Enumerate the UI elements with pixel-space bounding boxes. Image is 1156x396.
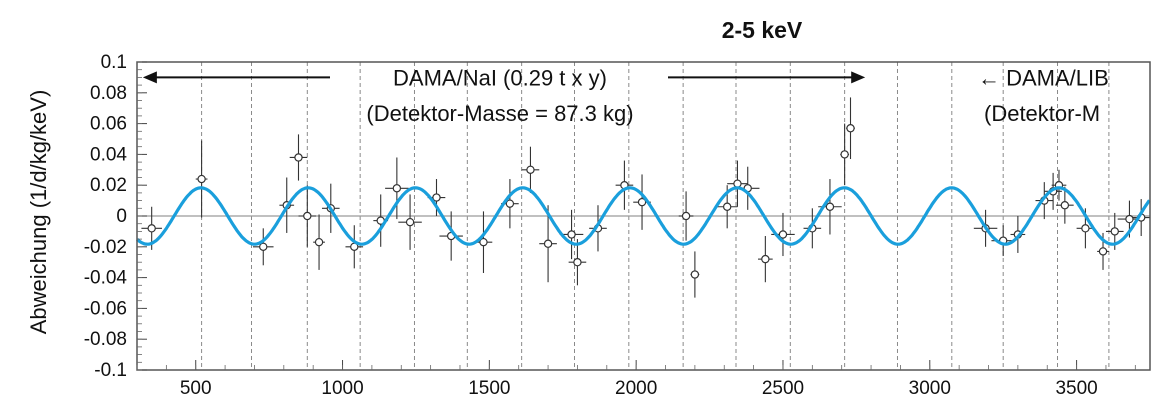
- data-point: [427, 179, 446, 216]
- x-tick-label: 3500: [1055, 378, 1097, 396]
- data-point: [771, 212, 795, 257]
- annotation-detektor-masse-libra: (Detektor-M: [984, 101, 1100, 126]
- point-marker: [840, 150, 849, 159]
- point-marker: [637, 197, 647, 207]
- annotation-detektor-masse-nai: (Detektor-Masse = 87.3 kg): [366, 101, 633, 126]
- data-point: [252, 228, 274, 266]
- y-tick-label: 0.08: [90, 83, 127, 104]
- point-marker: [505, 199, 515, 208]
- point-marker: [303, 211, 312, 221]
- point-marker: [1110, 227, 1119, 236]
- data-point: [1117, 200, 1142, 238]
- data-point: [398, 194, 422, 250]
- point-marker: [1060, 201, 1070, 210]
- point-marker: [294, 153, 303, 162]
- point-marker: [479, 237, 488, 247]
- y-tick-label: -0.04: [84, 268, 128, 289]
- point-marker: [567, 230, 576, 239]
- point-marker: [573, 258, 582, 267]
- data-point: [716, 185, 738, 229]
- point-marker: [778, 230, 788, 239]
- x-tick-label: 1500: [468, 378, 510, 396]
- data-point: [539, 205, 557, 283]
- y-tick-label: -0.06: [84, 298, 127, 319]
- data-point: [690, 251, 700, 298]
- point-marker: [526, 165, 535, 174]
- point-marker: [543, 239, 553, 248]
- data-point: [615, 160, 634, 210]
- points-layer: [141, 97, 1150, 298]
- point-marker: [314, 237, 324, 247]
- point-marker: [259, 242, 268, 251]
- data-point: [840, 123, 850, 186]
- data-point: [195, 140, 208, 218]
- y-tick-label: 0.02: [90, 175, 127, 196]
- data-point: [568, 239, 587, 286]
- point-marker: [825, 202, 835, 211]
- annotations: DAMA/NaI (0.29 t x y) (Detektor-Masse = 8…: [142, 65, 1109, 126]
- y-tick-label: 0: [116, 206, 127, 227]
- point-marker: [846, 124, 855, 133]
- y-axis-label: Abweichung (1/d/kg/keV): [26, 90, 51, 335]
- x-axis: 500 1000 1500 2000 2500 3000 3500: [136, 360, 1136, 396]
- y-tick-label: 0.06: [90, 114, 127, 135]
- point-marker: [722, 202, 732, 211]
- data-point: [298, 185, 317, 247]
- x-tick-label: 3000: [909, 378, 951, 396]
- y-tick-label: 0.1: [101, 52, 127, 73]
- data-point: [521, 146, 540, 193]
- cosine-fit-curve: [135, 186, 1151, 246]
- point-marker: [1098, 247, 1108, 256]
- x-tick-label: 500: [180, 378, 212, 396]
- data-point: [1051, 169, 1067, 201]
- point-marker: [761, 254, 770, 264]
- arrow-head-right: [851, 71, 866, 84]
- x-tick-label: 1000: [321, 378, 363, 396]
- data-point: [501, 179, 519, 229]
- point-marker: [1125, 214, 1134, 224]
- data-point: [846, 97, 855, 160]
- point-marker: [392, 184, 402, 193]
- data-point: [991, 225, 1015, 257]
- y-tick-label: -0.08: [84, 329, 127, 350]
- data-point: [678, 191, 694, 241]
- annotation-dama-libra: ← DAMA/LIB: [978, 65, 1109, 90]
- y-tick-label: 0.04: [90, 144, 127, 165]
- point-marker: [147, 224, 156, 233]
- point-marker: [1081, 224, 1090, 233]
- point-marker: [197, 174, 206, 184]
- data-point: [758, 236, 773, 283]
- chart-title: 2-5 keV: [722, 17, 803, 43]
- data-point: [1035, 182, 1054, 220]
- data-point: [313, 214, 325, 270]
- point-marker: [405, 217, 415, 227]
- data-point: [727, 160, 748, 207]
- data-point: [289, 134, 308, 181]
- annotation-dama-nai: DAMA/NaI (0.29 t x y): [393, 65, 607, 90]
- point-marker: [733, 179, 742, 188]
- y-axis: 0.1 0.08 0.06 0.04 0.02 0 -0.02 -0.04 -0.06 -0.08…: [84, 52, 147, 381]
- data-point: [1056, 186, 1074, 224]
- point-marker: [690, 270, 700, 279]
- y-tick-label: -0.1: [94, 360, 127, 381]
- arrow-head-left: [142, 71, 157, 84]
- data-point: [385, 157, 409, 220]
- x-tick-label: 2500: [762, 378, 804, 396]
- x-tick-label: 2000: [615, 378, 657, 396]
- point-marker: [432, 193, 441, 202]
- point-marker: [681, 211, 691, 221]
- y-tick-label: -0.02: [84, 237, 127, 258]
